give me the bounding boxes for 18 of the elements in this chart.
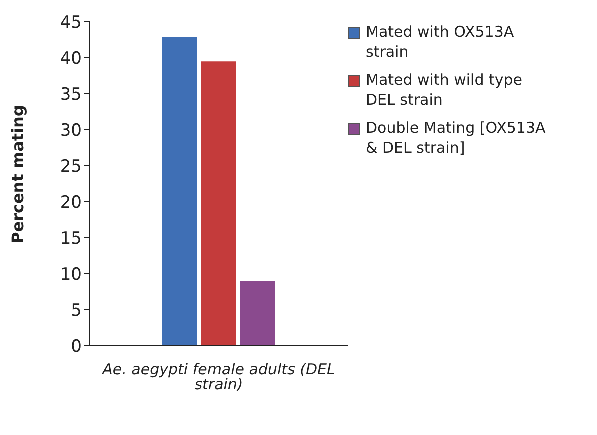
y-tick-label: 30 [60, 121, 82, 142]
bar [201, 62, 236, 346]
legend-label: Double Mating [OX513A & DEL strain] [366, 118, 547, 158]
y-tick-label: 20 [60, 193, 82, 214]
y-axis-title: Percent mating [8, 105, 28, 244]
y-tick-label: 40 [60, 49, 82, 70]
x-tick-label: Ae. aegypti female adults (DEL strain) [102, 360, 336, 394]
y-tick-label: 45 [60, 13, 82, 34]
y-tick-label: 5 [71, 301, 82, 322]
legend-label: Mated with OX513A strain [366, 22, 516, 62]
bar [240, 281, 276, 346]
y-tick-label: 25 [60, 157, 82, 178]
y-tick-label: 35 [60, 85, 82, 106]
bar [162, 37, 198, 346]
y-tick-label: 15 [60, 229, 82, 250]
y-tick-label: 0 [71, 337, 82, 358]
legend-label: Mated with wild type DEL strain [366, 70, 524, 110]
y-tick-label: 10 [60, 265, 82, 286]
